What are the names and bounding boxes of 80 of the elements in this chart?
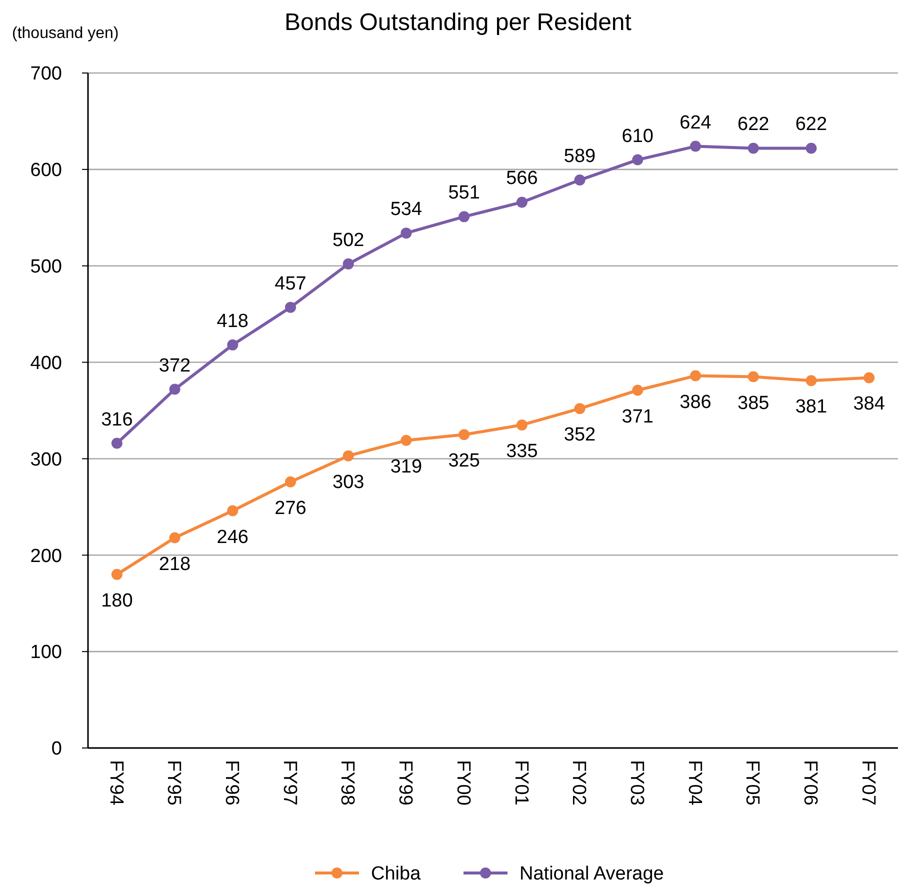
data-label: 335: [506, 440, 538, 462]
point: [690, 140, 701, 152]
data-label: 589: [564, 146, 596, 168]
data-label: 316: [101, 409, 133, 430]
data-label: 386: [680, 392, 712, 413]
y-tick-label: 0: [51, 738, 62, 760]
data-label: 384: [853, 394, 886, 415]
data-label: 534: [390, 199, 422, 220]
data-label: 372: [158, 355, 191, 376]
data-label: 418: [216, 310, 248, 332]
data-label: 276: [274, 498, 306, 519]
data-label: 551: [448, 182, 480, 204]
chart-title: Bonds Outstanding per Resident: [284, 9, 632, 36]
point: [227, 339, 238, 350]
point: [285, 476, 296, 488]
point: [748, 371, 759, 382]
point: [111, 438, 122, 449]
y-tick-label: 400: [30, 352, 62, 374]
point: [806, 142, 817, 154]
x-tick-label: FY98: [336, 760, 358, 806]
data-label: 218: [158, 554, 191, 575]
point: [632, 154, 644, 166]
data-label: 180: [101, 590, 133, 612]
point: [227, 505, 238, 516]
y-tick-label: 700: [30, 64, 62, 85]
y-tick-label: 500: [30, 256, 62, 278]
data-label: 457: [274, 273, 306, 294]
data-label: 566: [506, 168, 538, 190]
point: [458, 429, 470, 440]
x-tick-label: FY00: [452, 760, 474, 806]
y-axis-title: (thousand yen): [12, 25, 119, 42]
point: [169, 384, 180, 395]
data-label: 502: [332, 230, 364, 251]
legend-label: Chiba: [371, 864, 422, 885]
x-tick-label: FY95: [163, 760, 184, 806]
point: [806, 375, 817, 386]
x-tick-label: FY04: [684, 760, 705, 806]
data-label: 385: [738, 392, 770, 414]
point: [111, 568, 122, 580]
y-tick-label: 300: [30, 449, 62, 470]
point: [458, 211, 470, 222]
point: [690, 370, 701, 382]
point: [632, 384, 644, 396]
y-tick-label: 100: [30, 642, 62, 664]
data-label: 622: [738, 114, 770, 136]
point: [574, 403, 586, 414]
data-label: 381: [795, 396, 828, 418]
data-label: 371: [622, 406, 654, 428]
data-label: 325: [448, 450, 480, 472]
x-tick-label: FY94: [105, 760, 126, 806]
point: [574, 174, 586, 186]
legend-label: National Average: [520, 864, 664, 885]
point: [342, 258, 354, 270]
y-tick-label: 600: [30, 160, 62, 182]
x-tick-label: FY96: [220, 760, 242, 806]
x-tick-label: FY02: [568, 760, 590, 806]
data-label: 246: [216, 526, 248, 548]
x-tick-label: FY03: [626, 760, 647, 806]
x-tick-label: FY06: [800, 760, 821, 806]
x-tick-label: FY07: [857, 760, 878, 806]
point: [516, 419, 528, 430]
point: [864, 372, 875, 384]
y-tick-label: 200: [30, 546, 62, 567]
point: [516, 196, 528, 208]
data-label: 624: [680, 112, 712, 134]
x-tick-label: FY05: [742, 760, 763, 806]
point: [285, 302, 296, 313]
data-label: 610: [622, 126, 654, 147]
data-label: 352: [564, 424, 596, 446]
point: [400, 228, 412, 239]
x-tick-label: FY97: [278, 760, 300, 806]
data-label: 303: [332, 472, 364, 493]
x-tick-label: FY01: [510, 760, 532, 806]
point: [169, 532, 180, 544]
data-label: 622: [795, 114, 828, 136]
point: [400, 434, 412, 446]
point: [342, 450, 354, 462]
data-label: 319: [390, 456, 422, 478]
point: [748, 142, 759, 154]
x-tick-label: FY99: [394, 760, 416, 806]
